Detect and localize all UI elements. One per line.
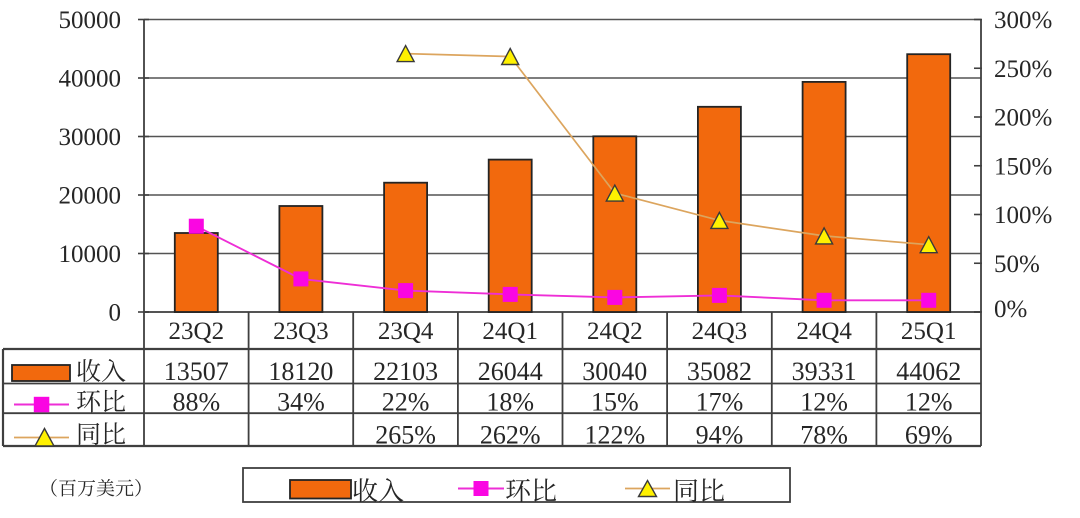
svg-text:250%: 250% [994,56,1052,83]
svg-text:50%: 50% [994,251,1040,278]
svg-text:88%: 88% [172,388,220,417]
svg-text:17%: 17% [696,388,744,417]
svg-text:10000: 10000 [59,241,122,268]
svg-text:20000: 20000 [59,183,122,210]
svg-text:23Q2: 23Q2 [169,318,225,345]
svg-text:122%: 122% [584,421,645,450]
svg-text:25Q1: 25Q1 [901,318,957,345]
svg-text:200%: 200% [994,105,1052,132]
svg-text:40000: 40000 [59,66,122,93]
svg-text:13507: 13507 [164,357,229,386]
svg-text:0: 0 [109,300,122,327]
svg-text:22%: 22% [382,388,430,417]
svg-text:0%: 0% [994,296,1027,323]
svg-text:39331: 39331 [792,357,857,386]
svg-text:30040: 30040 [582,357,647,386]
svg-text:34%: 34% [277,388,325,417]
svg-text:24Q4: 24Q4 [796,318,852,345]
svg-text:18120: 18120 [268,357,333,386]
svg-text:265%: 265% [375,421,436,450]
svg-text:262%: 262% [480,421,541,450]
svg-text:44062: 44062 [896,357,961,386]
svg-text:15%: 15% [591,388,639,417]
svg-text:18%: 18% [486,388,534,417]
svg-text:35082: 35082 [687,357,752,386]
svg-text:94%: 94% [696,421,744,450]
svg-text:24Q1: 24Q1 [482,318,538,345]
svg-text:50000: 50000 [59,7,122,34]
svg-text:69%: 69% [905,421,953,450]
svg-text:300%: 300% [994,7,1052,34]
svg-text:100%: 100% [994,202,1052,229]
svg-text:23Q4: 23Q4 [378,318,434,345]
svg-text:12%: 12% [905,388,953,417]
svg-text:150%: 150% [994,153,1052,180]
svg-text:23Q3: 23Q3 [273,318,329,345]
svg-text:22103: 22103 [373,357,438,386]
svg-text:30000: 30000 [59,124,122,151]
svg-text:12%: 12% [800,388,848,417]
svg-text:26044: 26044 [478,357,543,386]
svg-text:78%: 78% [800,421,848,450]
svg-text:24Q3: 24Q3 [692,318,748,345]
svg-text:24Q2: 24Q2 [587,318,643,345]
